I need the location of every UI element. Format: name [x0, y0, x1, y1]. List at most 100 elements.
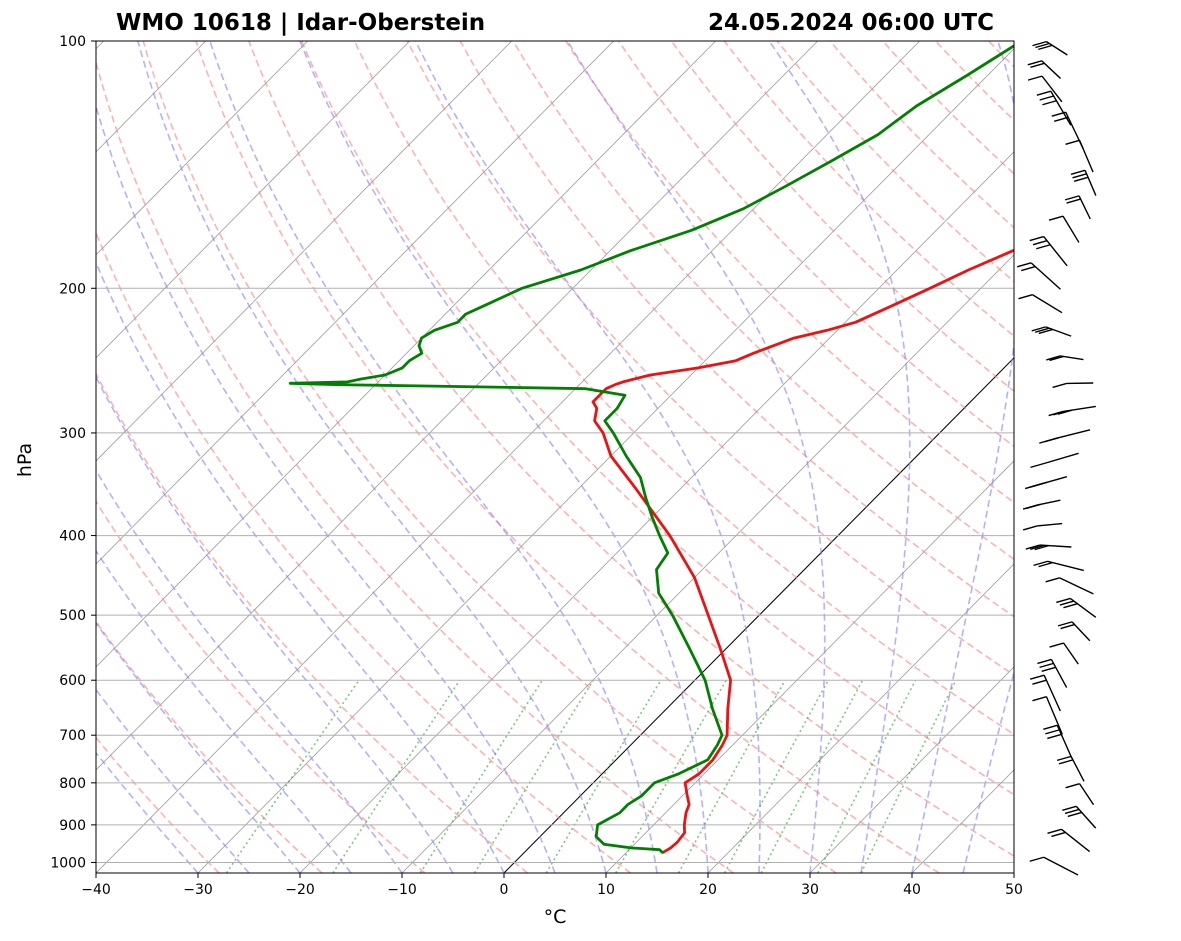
isotherm-line: [809, 666, 1014, 873]
isotherm-line: [96, 41, 410, 359]
wind-barb-staff: [1065, 111, 1084, 150]
wind-barb-staff: [1041, 75, 1063, 103]
wind-barb-flag: [1064, 808, 1080, 815]
dry-adiabat-line: [353, 41, 1014, 736]
wind-barb-flag: [1066, 198, 1081, 204]
wind-barb-flag: [1035, 42, 1050, 49]
wind-barb: [1056, 597, 1097, 618]
moist-adiabat-line: [96, 549, 352, 873]
dewpoint-profile-line: [288, 44, 1014, 854]
wind-barb-staff: [1043, 856, 1079, 876]
wind-barb-flag: [1027, 75, 1043, 81]
wind-barb-staff: [1045, 326, 1072, 337]
wind-barbs-panel: [1016, 40, 1097, 876]
wind-barb-flag: [1038, 328, 1054, 335]
wind-barb: [1029, 235, 1068, 267]
y-tick-label: 500: [59, 608, 86, 624]
wind-barb-flag: [1062, 805, 1077, 812]
mixing-ratio-line: [419, 679, 543, 873]
wind-barb-flag: [1029, 674, 1045, 680]
wind-barb-flag: [1026, 503, 1041, 510]
wind-barb-flag: [1016, 262, 1032, 268]
wind-barb-staff: [1084, 169, 1097, 196]
wind-barb: [1029, 674, 1061, 712]
x-tick-label: 0: [500, 882, 509, 898]
wind-barb-flag: [1060, 623, 1075, 630]
moist-adiabat-line: [96, 260, 505, 873]
moist-adiabat-line: [96, 751, 199, 873]
wind-barb: [1036, 90, 1072, 126]
wind-barb-flag: [1058, 759, 1074, 765]
moist-adiabat-line: [962, 669, 1014, 873]
wind-barb-staff: [1041, 60, 1061, 79]
dry-adiabat-line: [618, 41, 1014, 448]
wind-barb-flag: [1056, 755, 1072, 762]
mixing-ratio-line: [225, 679, 360, 873]
wind-barb: [1045, 577, 1094, 595]
isotherm-line: [96, 41, 614, 565]
wind-barb-flag: [1065, 139, 1080, 145]
y-tick-label: 200: [59, 281, 86, 297]
dry-adiabat-line: [142, 41, 837, 873]
wind-barb: [1052, 382, 1094, 389]
dry-adiabat-line: [512, 41, 1014, 561]
wind-barb-staff: [1061, 828, 1091, 853]
dry-adiabat-line: [565, 41, 1014, 504]
dry-adiabat-line: [96, 59, 734, 873]
x-tick-label: −10: [387, 882, 417, 898]
wind-barb: [1037, 658, 1068, 688]
moist-adiabat-line: [414, 41, 761, 873]
mixing-ratio-line: [473, 679, 595, 873]
isotherm-line: [401, 254, 1014, 873]
wind-barb-flag: [1033, 560, 1048, 567]
wind-barb-flag: [1047, 828, 1062, 834]
wind-barb-flag: [1049, 642, 1064, 648]
x-tick-label: 20: [699, 882, 717, 898]
wind-barb: [1025, 544, 1072, 551]
wind-barb-staff: [1030, 262, 1061, 290]
wind-barb-staff: [1050, 659, 1068, 688]
pressure-gridlines: [96, 41, 1014, 863]
mixing-ratio-line: [615, 679, 727, 873]
wind-barb-staff: [1032, 294, 1063, 314]
mixing-ratio-line: [332, 679, 461, 873]
y-tick-label: 300: [59, 426, 86, 442]
isotherm-line: [197, 48, 1014, 873]
wind-barb-staff: [1075, 805, 1097, 829]
wind-barb-flag: [1034, 544, 1049, 551]
y-axis-label: hPa: [14, 443, 36, 477]
wind-barb-staff: [1063, 642, 1079, 665]
wind-barb-flag: [1027, 60, 1043, 66]
wind-barb-staff: [1043, 674, 1061, 712]
y-tick-label: 1000: [50, 855, 86, 871]
wind-barb-staff: [1036, 499, 1061, 506]
wind-barb: [1048, 215, 1080, 243]
wind-barb-flag: [1065, 783, 1080, 789]
wind-barb-flag: [1032, 239, 1048, 246]
moist-adiabat-line: [566, 41, 826, 873]
wind-barb: [1027, 75, 1063, 103]
wind-barb: [1043, 724, 1073, 759]
wind-barb-flag: [1038, 561, 1053, 568]
wind-barb-staff: [1047, 560, 1084, 572]
wind-barb-staff: [1062, 215, 1080, 243]
wind-barb: [1048, 405, 1096, 417]
mixing-ratio-line: [817, 679, 917, 873]
wind-barb-flag: [1037, 658, 1052, 665]
wind-barb-flag: [1045, 577, 1060, 583]
temperature-profile-line: [591, 248, 1014, 854]
dry-adiabat-line: [406, 41, 1014, 677]
wind-barb-flag: [1052, 382, 1067, 389]
dry-adiabat-line: [300, 41, 1014, 796]
isotherm-line: [96, 41, 308, 256]
wind-barb-flag: [1057, 621, 1073, 627]
wind-barb-flag: [1046, 355, 1061, 361]
moist-adiabat-line: [299, 41, 709, 873]
x-axis-label: °C: [544, 906, 567, 928]
wind-barb: [1056, 755, 1085, 782]
wind-barb-staff: [1043, 236, 1068, 267]
wind-barb-flag: [1059, 600, 1075, 606]
wind-barb-flag: [1029, 856, 1044, 862]
